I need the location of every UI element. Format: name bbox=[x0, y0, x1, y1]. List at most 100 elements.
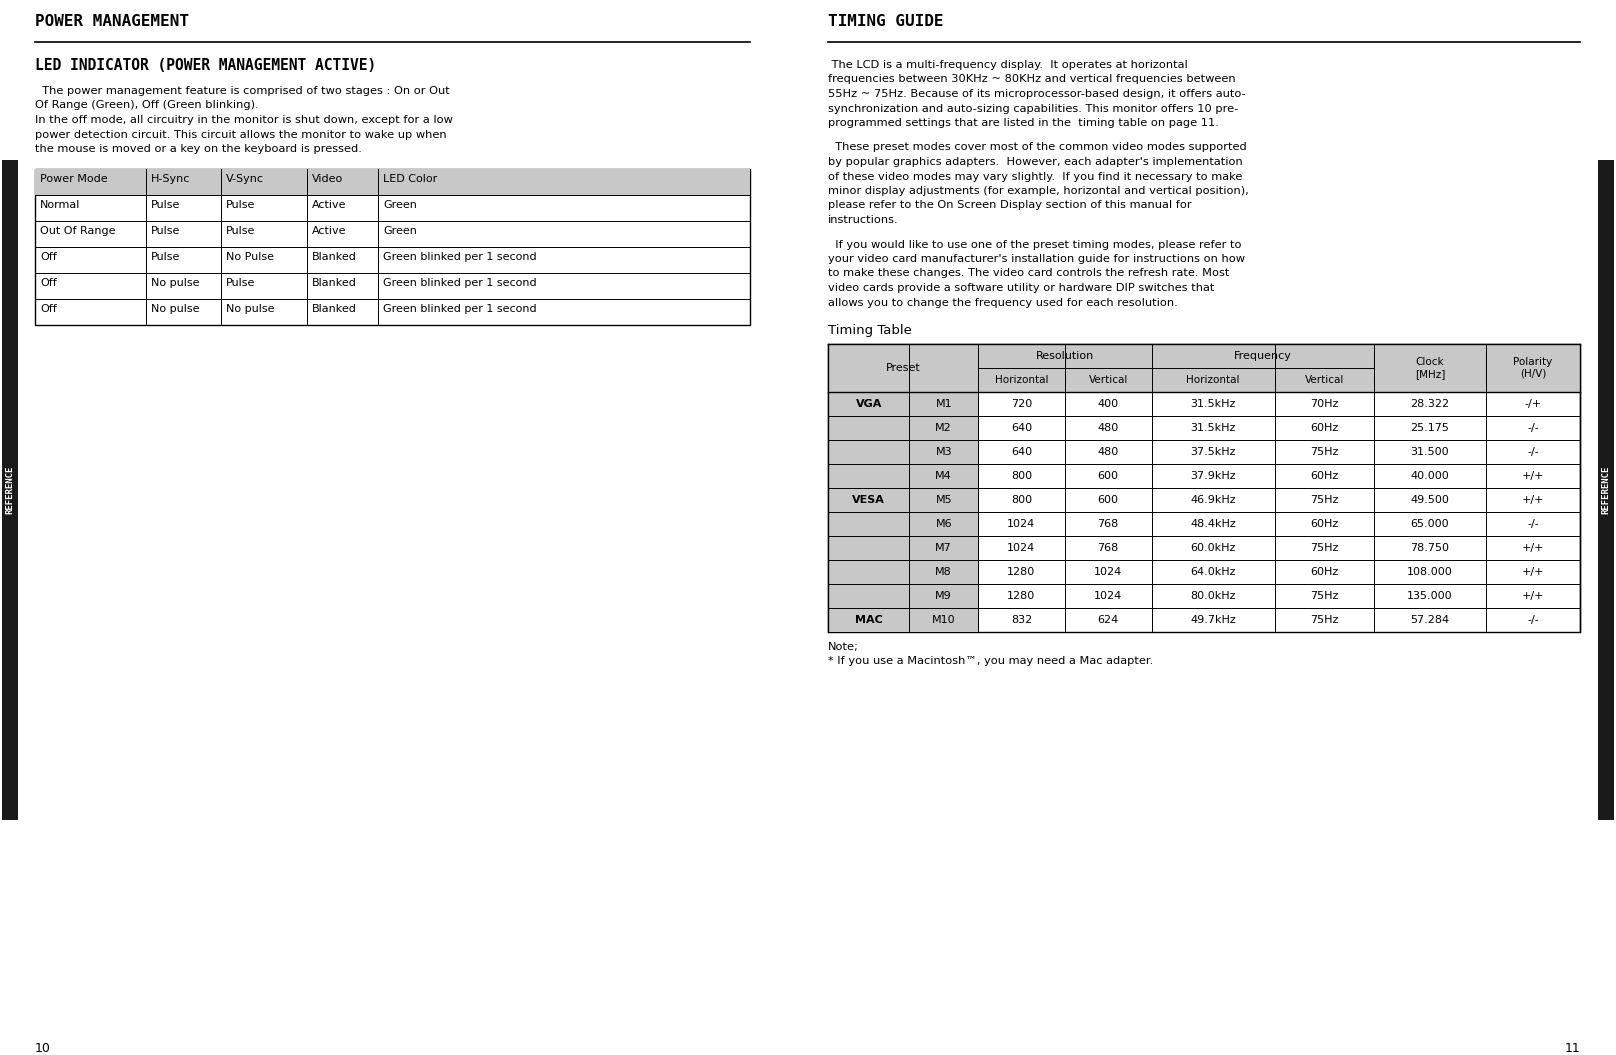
Text: 31.5kHz: 31.5kHz bbox=[1191, 399, 1236, 409]
Text: 1280: 1280 bbox=[1007, 567, 1036, 577]
Text: VESA: VESA bbox=[852, 495, 886, 505]
Bar bbox=[910, 464, 978, 488]
Text: Off: Off bbox=[40, 251, 57, 262]
Text: +/+: +/+ bbox=[1522, 567, 1545, 577]
Text: Green: Green bbox=[383, 226, 417, 235]
Bar bbox=[827, 344, 978, 632]
Text: Blanked: Blanked bbox=[312, 251, 357, 262]
Text: No pulse: No pulse bbox=[150, 304, 199, 313]
Text: 28.322: 28.322 bbox=[1411, 399, 1450, 409]
Text: Timing Table: Timing Table bbox=[827, 324, 911, 337]
Text: Pulse: Pulse bbox=[226, 226, 255, 235]
Text: 31.500: 31.500 bbox=[1411, 447, 1450, 457]
Bar bbox=[36, 169, 750, 194]
Text: by popular graphics adapters.  However, each adapter's implementation: by popular graphics adapters. However, e… bbox=[827, 157, 1243, 167]
Text: V-Sync: V-Sync bbox=[226, 173, 263, 184]
Bar bbox=[827, 440, 910, 464]
Text: Blanked: Blanked bbox=[312, 304, 357, 313]
Bar bbox=[910, 608, 978, 632]
Text: M9: M9 bbox=[936, 591, 952, 601]
Text: In the off mode, all circuitry in the monitor is shut down, except for a low: In the off mode, all circuitry in the mo… bbox=[36, 115, 452, 124]
Text: Preset: Preset bbox=[886, 363, 921, 373]
Text: of these video modes may vary slightly.  If you find it necessary to make: of these video modes may vary slightly. … bbox=[827, 172, 1243, 181]
Text: 70Hz: 70Hz bbox=[1311, 399, 1338, 409]
Text: Horizontal: Horizontal bbox=[995, 375, 1049, 385]
Text: 800: 800 bbox=[1012, 495, 1033, 505]
Text: please refer to the On Screen Display section of this manual for: please refer to the On Screen Display se… bbox=[827, 200, 1191, 211]
Text: Green blinked per 1 second: Green blinked per 1 second bbox=[383, 304, 537, 313]
Text: REFERENCE: REFERENCE bbox=[5, 466, 15, 514]
Text: programmed settings that are listed in the  timing table on page 11.: programmed settings that are listed in t… bbox=[827, 118, 1218, 128]
Bar bbox=[827, 560, 910, 584]
Text: 60Hz: 60Hz bbox=[1311, 519, 1338, 529]
Bar bbox=[827, 608, 910, 632]
Text: Out Of Range: Out Of Range bbox=[40, 226, 115, 235]
Text: 480: 480 bbox=[1097, 423, 1118, 433]
Text: 48.4kHz: 48.4kHz bbox=[1189, 519, 1236, 529]
Text: Clock
[MHz]: Clock [MHz] bbox=[1414, 358, 1445, 379]
Text: instructions.: instructions. bbox=[827, 215, 898, 225]
Text: +/+: +/+ bbox=[1522, 495, 1545, 505]
Text: 75Hz: 75Hz bbox=[1311, 591, 1338, 601]
Text: allows you to change the frequency used for each resolution.: allows you to change the frequency used … bbox=[827, 298, 1178, 307]
Text: M5: M5 bbox=[936, 495, 952, 505]
Text: -/-: -/- bbox=[1527, 447, 1538, 457]
Text: MAC: MAC bbox=[855, 615, 882, 625]
Text: M2: M2 bbox=[936, 423, 952, 433]
Bar bbox=[827, 464, 910, 488]
Text: -/-: -/- bbox=[1527, 615, 1538, 625]
Bar bbox=[36, 169, 750, 325]
Text: 1024: 1024 bbox=[1094, 591, 1123, 601]
Text: LED INDICATOR (POWER MANAGEMENT ACTIVE): LED INDICATOR (POWER MANAGEMENT ACTIVE) bbox=[36, 58, 377, 73]
Bar bbox=[827, 584, 910, 608]
Text: 60Hz: 60Hz bbox=[1311, 423, 1338, 433]
Text: 49.500: 49.500 bbox=[1411, 495, 1450, 505]
Bar bbox=[910, 416, 978, 440]
Text: 75Hz: 75Hz bbox=[1311, 495, 1338, 505]
Text: 75Hz: 75Hz bbox=[1311, 447, 1338, 457]
Bar bbox=[827, 392, 910, 416]
Text: 57.284: 57.284 bbox=[1411, 615, 1450, 625]
Bar bbox=[2, 160, 18, 820]
Text: 75Hz: 75Hz bbox=[1311, 543, 1338, 553]
Text: Frequency: Frequency bbox=[1233, 351, 1291, 361]
Text: Off: Off bbox=[40, 304, 57, 313]
Text: 31.5kHz: 31.5kHz bbox=[1191, 423, 1236, 433]
Text: Green: Green bbox=[383, 199, 417, 210]
Text: M1: M1 bbox=[936, 399, 952, 409]
Text: Power Mode: Power Mode bbox=[40, 173, 108, 184]
Text: Note;: Note; bbox=[827, 642, 858, 652]
Text: Off: Off bbox=[40, 277, 57, 288]
Text: 25.175: 25.175 bbox=[1411, 423, 1450, 433]
Bar bbox=[910, 440, 978, 464]
Text: Pulse: Pulse bbox=[150, 199, 181, 210]
Text: 49.7kHz: 49.7kHz bbox=[1189, 615, 1236, 625]
Text: minor display adjustments (for example, horizontal and vertical position),: minor display adjustments (for example, … bbox=[827, 186, 1249, 196]
Bar bbox=[1598, 160, 1614, 820]
Text: VGA: VGA bbox=[855, 399, 882, 409]
Text: 108.000: 108.000 bbox=[1408, 567, 1453, 577]
Bar bbox=[910, 584, 978, 608]
Bar bbox=[827, 416, 910, 440]
Text: power detection circuit. This circuit allows the monitor to wake up when: power detection circuit. This circuit al… bbox=[36, 130, 446, 139]
Text: to make these changes. The video card controls the refresh rate. Most: to make these changes. The video card co… bbox=[827, 269, 1230, 279]
Bar bbox=[827, 512, 910, 536]
Text: 135.000: 135.000 bbox=[1408, 591, 1453, 601]
Text: No pulse: No pulse bbox=[226, 304, 275, 313]
Text: No Pulse: No Pulse bbox=[226, 251, 273, 262]
Text: 720: 720 bbox=[1010, 399, 1033, 409]
Bar bbox=[827, 344, 1580, 632]
Text: REFERENCE: REFERENCE bbox=[1601, 466, 1611, 514]
Text: Resolution: Resolution bbox=[1036, 351, 1094, 361]
Text: Active: Active bbox=[312, 226, 346, 235]
Text: Normal: Normal bbox=[40, 199, 81, 210]
Text: the mouse is moved or a key on the keyboard is pressed.: the mouse is moved or a key on the keybo… bbox=[36, 143, 362, 154]
Text: 60Hz: 60Hz bbox=[1311, 471, 1338, 481]
Text: 832: 832 bbox=[1010, 615, 1033, 625]
Text: 37.5kHz: 37.5kHz bbox=[1191, 447, 1236, 457]
Text: 768: 768 bbox=[1097, 543, 1118, 553]
Bar bbox=[910, 536, 978, 560]
Text: Polarity
(H/V): Polarity (H/V) bbox=[1513, 358, 1553, 379]
Text: TIMING GUIDE: TIMING GUIDE bbox=[827, 14, 944, 28]
Text: * If you use a Macintosh™, you may need a Mac adapter.: * If you use a Macintosh™, you may need … bbox=[827, 656, 1154, 666]
